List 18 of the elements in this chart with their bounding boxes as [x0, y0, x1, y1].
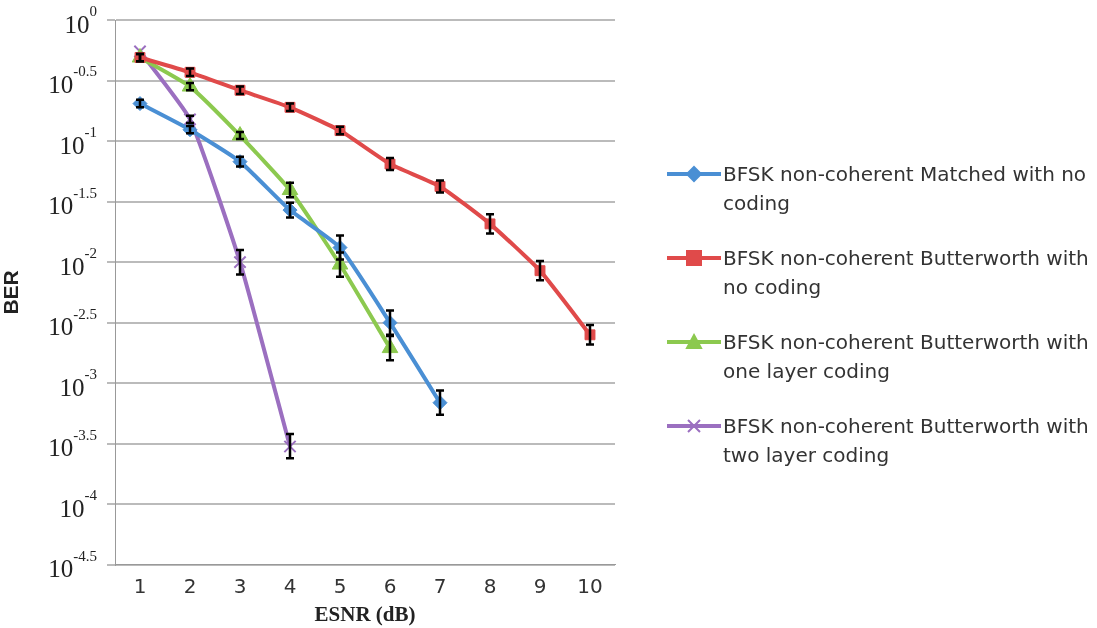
point: [283, 439, 297, 454]
x-tick-label: 3: [233, 574, 247, 598]
x-tick-label: 2: [183, 574, 197, 598]
x-tick-label: 6: [383, 574, 397, 598]
x-tick-label: 7: [433, 574, 447, 598]
x-tick-label: 8: [483, 574, 497, 598]
x-tick-label: 10: [577, 574, 603, 598]
legend-label: BFSK non-coherent Butterworth with no coding: [723, 245, 1090, 301]
x-tick-label: 9: [533, 574, 547, 598]
legend-label: BFSK non-coherent Butterworth with two layer coding: [723, 413, 1090, 469]
point: [233, 255, 247, 269]
legend-label: BFSK non-coherent Butterworth with one layer coding: [723, 329, 1090, 385]
x-axis-title: ESNR (dB): [314, 601, 416, 626]
legend-label: BFSK non-coherent Matched with no coding: [723, 161, 1088, 217]
y-axis-title: BER: [0, 270, 23, 315]
x-tick-label: 4: [283, 574, 297, 598]
x-tick-label: 1: [133, 574, 147, 598]
x-tick-label: 5: [333, 574, 347, 598]
